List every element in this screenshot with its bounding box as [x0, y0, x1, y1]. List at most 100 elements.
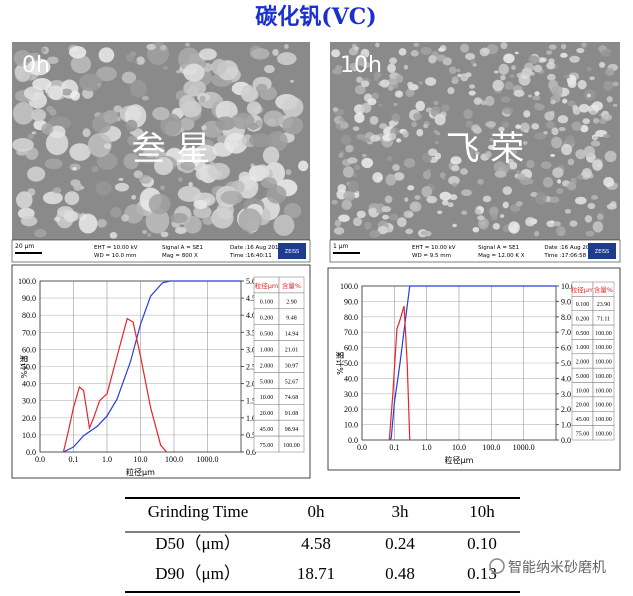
- y2-tick-label: 5.0: [246, 277, 256, 286]
- x-tick-label: 1.0: [422, 443, 432, 452]
- particle: [502, 186, 513, 195]
- image-label: 10h: [340, 53, 382, 78]
- particle: [485, 121, 497, 128]
- particle: [468, 90, 476, 96]
- particle: [98, 47, 115, 63]
- particle: [477, 178, 484, 185]
- y-tick-label: 0.0: [348, 436, 358, 445]
- particle: [473, 97, 482, 105]
- particle: [224, 132, 248, 154]
- particle: [463, 109, 473, 120]
- particle: [386, 156, 393, 161]
- brand: ZEISS: [595, 249, 609, 255]
- x-axis-label: 粒径μm: [445, 455, 474, 465]
- watermark: 智能纳米砂磨机: [508, 560, 606, 576]
- particle: [451, 165, 460, 172]
- particle: [195, 168, 208, 181]
- particle: [469, 84, 476, 89]
- y-tick-label: 40.0: [344, 374, 358, 383]
- particle: [410, 50, 419, 57]
- image-info: Time :16:40:11: [229, 253, 272, 259]
- particle: [170, 212, 188, 224]
- plot-frame: [39, 280, 242, 453]
- particle: [546, 121, 555, 129]
- particle: [447, 87, 455, 95]
- particle: [581, 42, 587, 48]
- particle: [254, 164, 270, 180]
- watermark: 飞 荣: [446, 129, 525, 169]
- particle: [389, 57, 398, 65]
- particle: [110, 207, 122, 218]
- y2-tick-label: 5.0: [561, 359, 571, 368]
- particle: [146, 43, 156, 51]
- particle: [472, 126, 482, 134]
- particle: [131, 194, 137, 200]
- particle: [103, 110, 119, 124]
- particle: [550, 220, 555, 224]
- particle: [188, 181, 193, 187]
- particle: [606, 96, 613, 103]
- particle: [495, 133, 501, 138]
- particle: [379, 123, 388, 130]
- particle: [378, 103, 383, 107]
- particle: [139, 174, 152, 184]
- particle: [449, 66, 457, 74]
- table-header: 含量%: [594, 285, 613, 294]
- particle: [238, 208, 262, 233]
- particle: [91, 165, 99, 173]
- particle: [591, 194, 599, 200]
- particle: [526, 160, 535, 169]
- particle: [148, 193, 171, 215]
- particle: [460, 43, 470, 53]
- info-bar: [11, 239, 311, 263]
- particle: [544, 111, 555, 121]
- particle: [364, 221, 372, 230]
- particle: [494, 170, 507, 178]
- particle: [260, 177, 277, 189]
- particle: [469, 58, 476, 64]
- image-info: EHT = 10.00 kV: [412, 245, 456, 251]
- y-tick-label: 40.0: [22, 380, 36, 389]
- x-tick-label: 100.0: [482, 443, 500, 452]
- table-value: 75.00: [260, 443, 274, 449]
- particle: [590, 140, 601, 147]
- particle: [451, 182, 458, 187]
- particle: [79, 73, 102, 92]
- particle: [96, 66, 117, 82]
- brand-box: [588, 243, 616, 259]
- particle: [180, 161, 196, 171]
- y-tick-label: 70.0: [344, 328, 358, 337]
- particle: [347, 180, 359, 193]
- particle: [96, 152, 118, 170]
- particle: [461, 210, 468, 215]
- x-tick-label: 0.0: [35, 455, 45, 464]
- y-tick-label: 30.0: [344, 390, 358, 399]
- particle: [162, 65, 169, 70]
- particle: [123, 153, 140, 170]
- particle: [587, 202, 596, 210]
- particle: [34, 228, 47, 238]
- particle: [339, 122, 349, 129]
- particle: [416, 128, 424, 137]
- particle: [289, 79, 295, 83]
- particle: [70, 54, 92, 74]
- particle: [343, 190, 356, 202]
- particle: [393, 172, 405, 181]
- particle: [424, 77, 437, 86]
- particle: [31, 131, 37, 135]
- particle: [482, 195, 492, 203]
- particle: [136, 56, 145, 65]
- table-value: 23.90: [597, 302, 611, 308]
- particle: [435, 54, 446, 62]
- table-value: 52.67: [285, 379, 299, 385]
- particle: [600, 49, 611, 57]
- y-tick-label: 90.0: [344, 297, 358, 306]
- particle: [220, 190, 243, 205]
- particle: [183, 63, 205, 82]
- particle: [475, 151, 480, 155]
- particle: [592, 159, 603, 171]
- particle: [580, 124, 589, 133]
- particle: [434, 141, 439, 144]
- particle: [434, 113, 446, 126]
- particle: [356, 210, 366, 219]
